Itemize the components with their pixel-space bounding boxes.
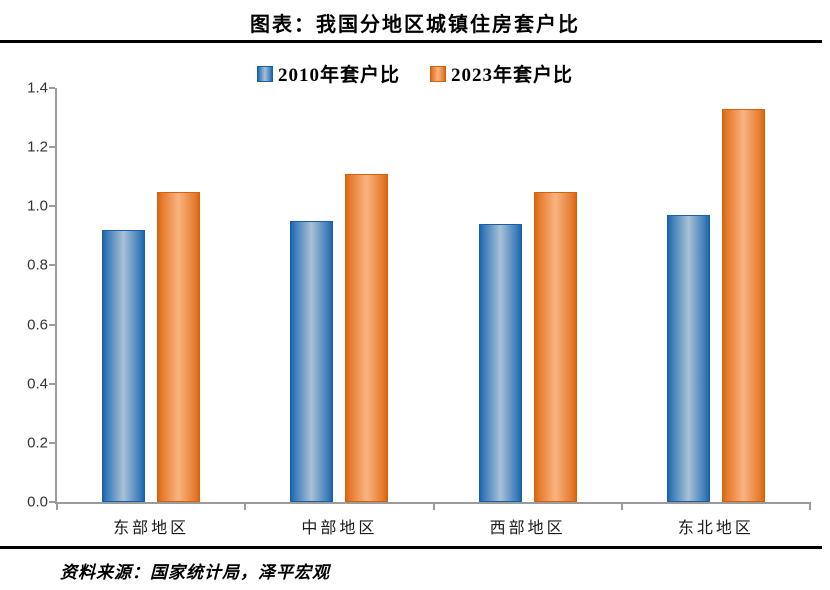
- y-axis-tick-label: 0.2: [27, 434, 48, 452]
- y-axis-tick: [49, 146, 55, 149]
- bar-2023年套户比-东北地区: [721, 108, 765, 502]
- y-axis-line: [55, 88, 57, 504]
- footer-divider-line: [0, 546, 822, 549]
- y-axis-tick: [49, 87, 55, 89]
- x-axis-tick: [620, 502, 623, 510]
- legend-item-2010: 2010年套户比: [256, 60, 400, 87]
- y-axis-tick: [49, 205, 55, 208]
- legend-swatch-2023-icon: [430, 65, 446, 82]
- source-note: 资料来源：国家统计局，泽平宏观: [60, 563, 330, 582]
- x-axis-tick: [809, 502, 811, 510]
- legend-item-2023: 2023年套户比: [430, 60, 573, 87]
- y-axis-tick-label: 0.8: [27, 256, 48, 274]
- y-axis-tick-label: 0.0: [27, 493, 48, 511]
- bar-2010年套户比-东北地区: [666, 215, 710, 502]
- x-axis-tick: [244, 502, 247, 510]
- bar-2010年套户比-东部地区: [102, 229, 146, 502]
- y-axis-tick-label: 1.0: [27, 197, 48, 215]
- y-axis-tick-label: 1.4: [27, 79, 48, 97]
- chart-title: 图表：我国分地区城镇住房套户比: [250, 14, 580, 36]
- bar-2023年套户比-西部地区: [533, 191, 577, 502]
- x-axis-tick: [56, 502, 58, 510]
- legend: 2010年套户比 2023年套户比: [0, 60, 830, 87]
- bar-2023年套户比-东部地区: [157, 191, 201, 502]
- x-axis-category-label: 西部地区: [489, 520, 566, 537]
- y-axis-tick: [49, 501, 55, 503]
- x-axis-tick: [432, 502, 435, 510]
- y-axis-tick: [49, 441, 55, 444]
- y-axis-tick: [49, 382, 55, 385]
- x-axis-category-label: 东北地区: [677, 520, 754, 537]
- y-axis-tick-label: 0.6: [27, 316, 48, 334]
- title-divider-line: [0, 40, 822, 43]
- bar-2023年套户比-中部地区: [345, 173, 389, 502]
- x-axis-category-label: 东部地区: [113, 520, 190, 537]
- bar-2010年套户比-西部地区: [478, 224, 522, 502]
- legend-swatch-2010-icon: [256, 65, 273, 82]
- x-axis-category-label: 中部地区: [301, 520, 378, 537]
- y-axis-tick-label: 0.4: [27, 375, 48, 393]
- y-axis-tick: [49, 323, 55, 326]
- legend-label-2023: 2023年套户比: [451, 65, 574, 86]
- y-axis-tick-label: 1.2: [27, 138, 48, 156]
- y-axis-tick: [49, 264, 55, 267]
- legend-label-2010: 2010年套户比: [277, 65, 400, 86]
- bar-2010年套户比-中部地区: [290, 221, 334, 502]
